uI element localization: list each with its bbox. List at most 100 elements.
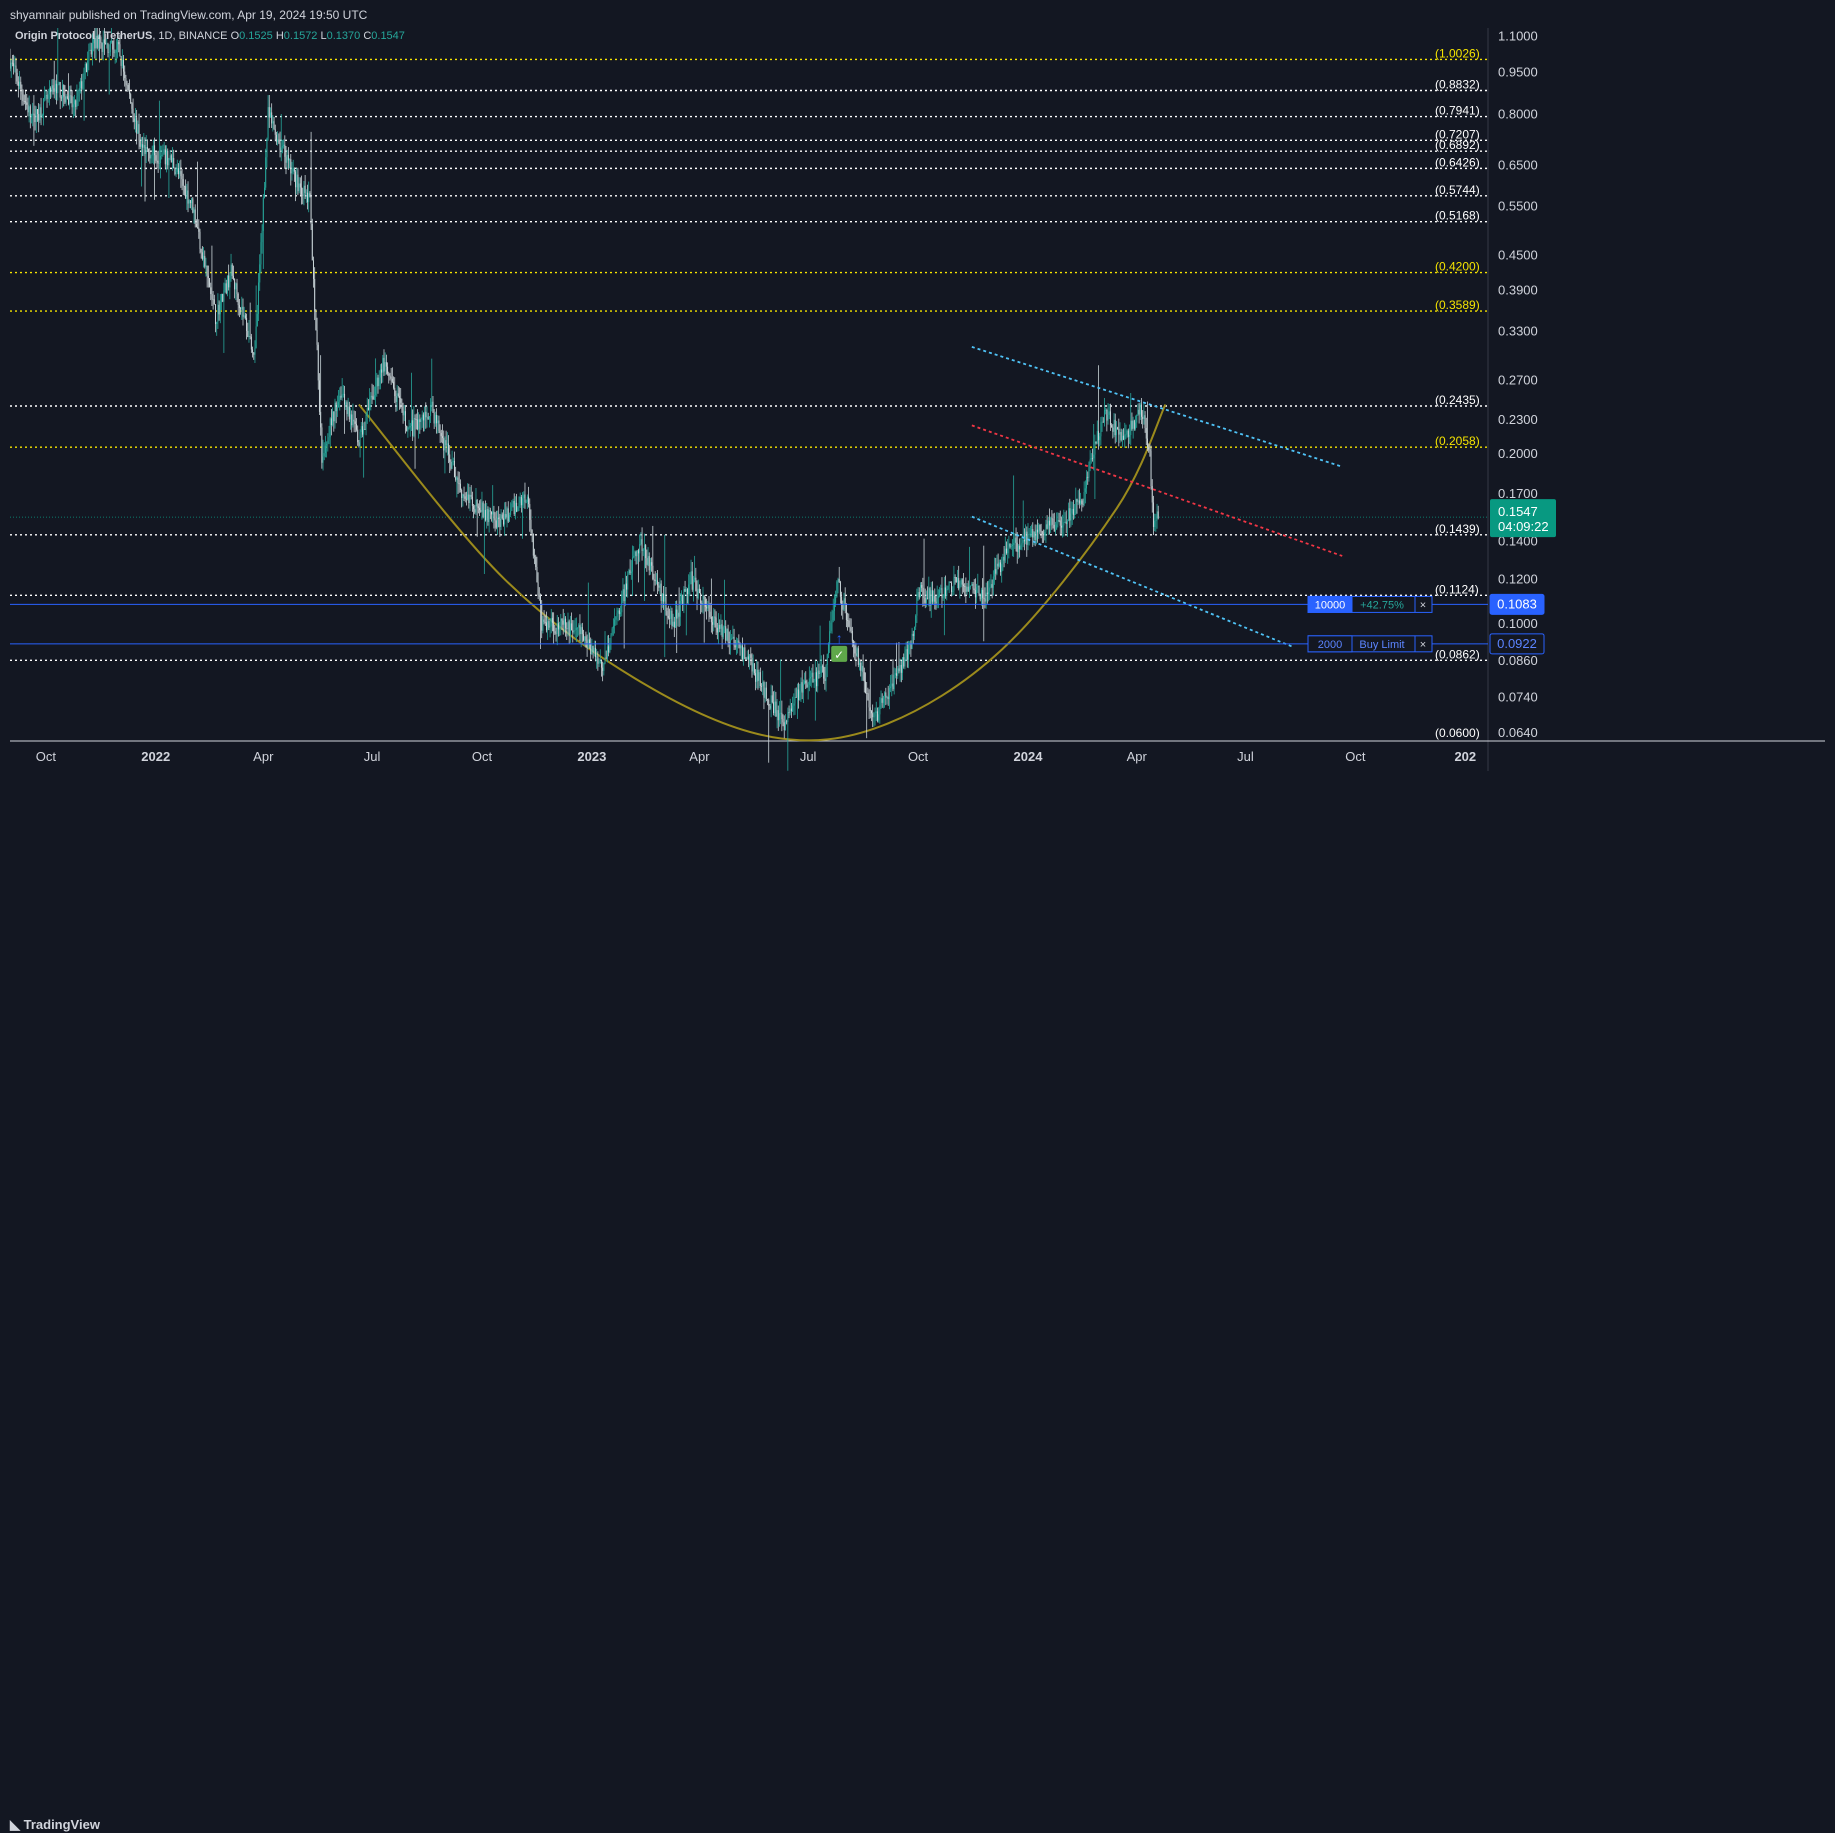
candle-body (789, 708, 791, 713)
channel-middle-line[interactable] (971, 424, 1343, 557)
candle-body (700, 592, 702, 603)
candle-body (333, 411, 335, 422)
candle-body (792, 705, 794, 712)
order-close-icon[interactable]: × (1420, 639, 1426, 651)
candle-body (810, 676, 812, 679)
candle-body (524, 494, 526, 503)
candle-body (45, 95, 47, 96)
candle-body (1102, 421, 1104, 423)
candle-body (551, 617, 553, 623)
candle-body (186, 190, 188, 199)
candle-body (904, 651, 906, 667)
candle-body (682, 595, 684, 605)
channel-upper-line[interactable] (971, 346, 1343, 468)
time-tick-label: Apr (253, 749, 274, 764)
chart-frame[interactable]: (1.0026) (0.8832) (0.7941) (0.7207) (0.6892)… (9, 0, 1825, 904)
candle-body (26, 102, 28, 105)
candle-body (347, 406, 349, 415)
candle-body (660, 583, 662, 602)
candle-body (647, 556, 649, 565)
candle-body (1057, 520, 1059, 525)
candle-body (365, 415, 367, 430)
ohlc-l-label: L (320, 30, 326, 42)
candle-body (406, 426, 408, 432)
order-close-icon[interactable]: × (1420, 599, 1426, 611)
candle-body (856, 648, 858, 656)
candle-body (706, 606, 708, 609)
candle-body (502, 518, 504, 525)
candle-body (1154, 520, 1156, 527)
candle-body (806, 683, 808, 688)
tradingview-logo[interactable]: ◣ TradingView (10, 1817, 100, 1833)
candle-body (673, 621, 675, 628)
candle-body (733, 636, 735, 646)
candle-body (672, 621, 674, 626)
candle-body (728, 642, 730, 644)
time-tick-label: Oct (36, 749, 57, 764)
order-qty-box[interactable] (1307, 595, 1353, 613)
candle-body (781, 712, 783, 720)
candle-body (187, 190, 189, 204)
candle-body (978, 585, 980, 595)
candle-body (1150, 450, 1152, 487)
candle-body (382, 357, 384, 373)
candle-body (164, 149, 166, 165)
candle-body (372, 396, 374, 400)
level-label: (1.0026) (1435, 46, 1480, 60)
candle-body (310, 195, 312, 224)
fill-marker[interactable] (831, 645, 848, 662)
candle-body (1155, 520, 1157, 522)
candle-body (637, 550, 639, 554)
candle-body (302, 194, 304, 196)
candle-body (397, 393, 399, 397)
candle-body (218, 304, 220, 315)
candle-body (881, 698, 883, 703)
order-ticket[interactable]: 2000 Buy Limit × (1307, 635, 1433, 653)
candle-body (955, 577, 957, 583)
candle-body (538, 595, 540, 597)
candle-body (346, 402, 348, 415)
order-qty-box[interactable] (1307, 635, 1353, 653)
candle-body (1111, 425, 1113, 428)
candle-body (351, 414, 353, 426)
candle-body (259, 264, 261, 283)
candle-body (743, 647, 745, 660)
candle-body (348, 406, 350, 420)
candle-body (467, 494, 469, 500)
candle-body (873, 716, 875, 718)
candle-body (394, 387, 396, 397)
candle-body (569, 623, 571, 635)
candle-body (500, 514, 502, 527)
candle-body (627, 574, 629, 590)
candle-body (1093, 454, 1095, 459)
candle-body (609, 642, 611, 653)
candle-body (179, 171, 181, 175)
candle-body (899, 664, 901, 672)
candle-body (1112, 427, 1114, 432)
candle-body (1013, 543, 1015, 545)
candle-body (611, 628, 613, 635)
candle-body (670, 610, 672, 619)
candle-body (557, 623, 559, 630)
candle-body (507, 508, 509, 522)
candle-body (501, 514, 503, 519)
candle-body (514, 502, 516, 515)
candle-body (556, 623, 558, 634)
candle-body (198, 227, 200, 232)
candle-body (139, 140, 141, 147)
channel-lower-line[interactable] (971, 515, 1294, 648)
candle-body (434, 414, 436, 424)
candle-body (485, 510, 487, 521)
candle-body (572, 630, 574, 633)
level-label: (0.4200) (1435, 260, 1480, 274)
candle-body (712, 622, 714, 625)
candle-body (106, 43, 108, 45)
candle-body (27, 104, 29, 113)
order-ticket[interactable]: 10000 +42.75% × (1307, 595, 1433, 613)
candle-body (968, 586, 970, 592)
price-chart[interactable]: (1.0026) (0.8832) (0.7941) (0.7207)(0.6892)… (9, 0, 1825, 904)
candle-body (903, 657, 905, 667)
candle-body (982, 589, 984, 598)
candle-body (905, 649, 907, 652)
candle-body (330, 418, 332, 426)
